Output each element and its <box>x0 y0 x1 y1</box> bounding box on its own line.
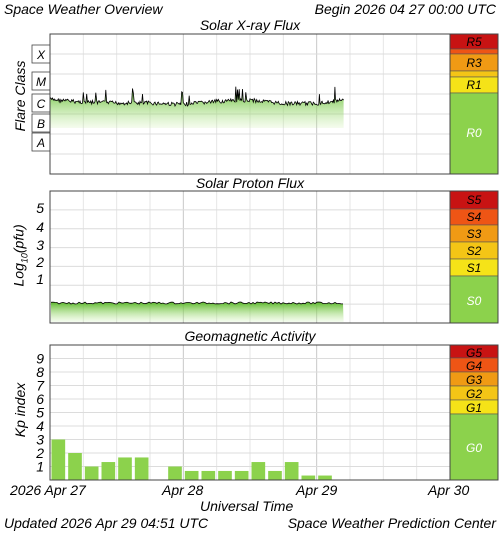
scale-label: S0 <box>467 294 482 308</box>
class-label: B <box>37 117 45 131</box>
proton-flux-fill <box>51 302 344 322</box>
swpc-credit: Space Weather Prediction Center <box>287 515 496 531</box>
kp-bar <box>301 475 316 480</box>
kp-bar <box>168 466 182 480</box>
xtick-0: 2026 Apr 27 <box>10 482 86 498</box>
scale-band <box>449 413 499 481</box>
kp-ytick: 2 <box>35 445 44 461</box>
proton-title: Solar Proton Flux <box>195 175 305 191</box>
kp-bars <box>51 439 332 480</box>
proton-s-scale: S5 S4 S3 S2 S1 S0 <box>449 190 499 324</box>
kp-bar <box>134 457 149 480</box>
kp-bar <box>268 470 282 480</box>
kp-bar <box>284 462 299 480</box>
kp-ytick: 7 <box>36 378 45 394</box>
kp-bar <box>201 470 216 480</box>
kp-ytick: 9 <box>36 351 44 367</box>
xtick-2: Apr 29 <box>296 482 338 498</box>
geomag-title: Geomagnetic Activity <box>184 328 316 344</box>
class-label: M <box>36 75 46 89</box>
xray-title: Solar X-ray Flux <box>199 17 301 33</box>
proton-flux-line <box>50 301 344 305</box>
proton-ytick: 3 <box>36 237 44 253</box>
xtick-1: Apr 28 <box>162 482 204 498</box>
kp-ytick: 6 <box>36 391 44 407</box>
scale-label: S3 <box>467 227 482 241</box>
scale-label: R5 <box>466 35 482 49</box>
xray-flux-fill <box>50 86 344 128</box>
scale-label: G1 <box>466 401 482 415</box>
scale-label: S1 <box>467 261 482 275</box>
kp-bar <box>51 439 66 480</box>
scale-label: S2 <box>467 244 482 258</box>
proton-ytick: 4 <box>36 219 44 235</box>
kp-bar <box>318 475 332 480</box>
proton-ytick: 1 <box>36 271 44 287</box>
kp-bar <box>184 470 199 480</box>
class-label: C <box>37 97 46 111</box>
kp-bar <box>218 470 232 480</box>
scale-label: R1 <box>466 78 481 92</box>
xray-r-scale: R5 R3 R1 R0 <box>449 33 499 175</box>
scale-band <box>449 48 499 55</box>
kp-ytick: 4 <box>36 418 44 434</box>
scale-label: S4 <box>467 210 482 224</box>
scale-label: G2 <box>466 387 482 401</box>
xtick-3: Apr 30 <box>428 482 470 498</box>
proton-panel: 5 4 321 S5 S4 S3 S2 S1 S0 <box>35 190 499 324</box>
scale-label: G3 <box>466 373 482 387</box>
scale-label: R3 <box>466 56 482 70</box>
begin-time: Begin 2026 04 27 00:00 UTC <box>314 1 496 17</box>
kp-bar <box>234 470 249 480</box>
kp-bar <box>84 466 99 480</box>
kp-bar <box>101 462 116 480</box>
proton-ytick: 5 <box>36 200 44 216</box>
scale-label: R0 <box>466 126 482 140</box>
scale-label: G4 <box>466 359 482 373</box>
scale-band <box>449 70 499 78</box>
scale-label: S5 <box>467 193 482 207</box>
kp-bar <box>251 462 266 480</box>
kp-bar <box>118 457 132 480</box>
xray-flux-line <box>49 86 344 108</box>
x-axis-label: Universal Time <box>200 498 294 514</box>
kp-ytick: 1 <box>36 459 44 475</box>
header-title: Space Weather Overview <box>4 1 163 17</box>
scale-label: G5 <box>466 346 482 360</box>
class-label: A <box>36 136 45 150</box>
kp-ytick: 3 <box>36 432 44 448</box>
kp-ytick: 8 <box>36 364 44 380</box>
kp-bar <box>68 453 82 480</box>
kp-ytick: 5 <box>36 405 44 421</box>
class-label: X <box>36 48 46 62</box>
updated-time: Updated 2026 Apr 29 04:51 UTC <box>4 515 209 531</box>
proton-ytick: 2 <box>35 254 44 270</box>
scale-label: G0 <box>466 441 482 455</box>
